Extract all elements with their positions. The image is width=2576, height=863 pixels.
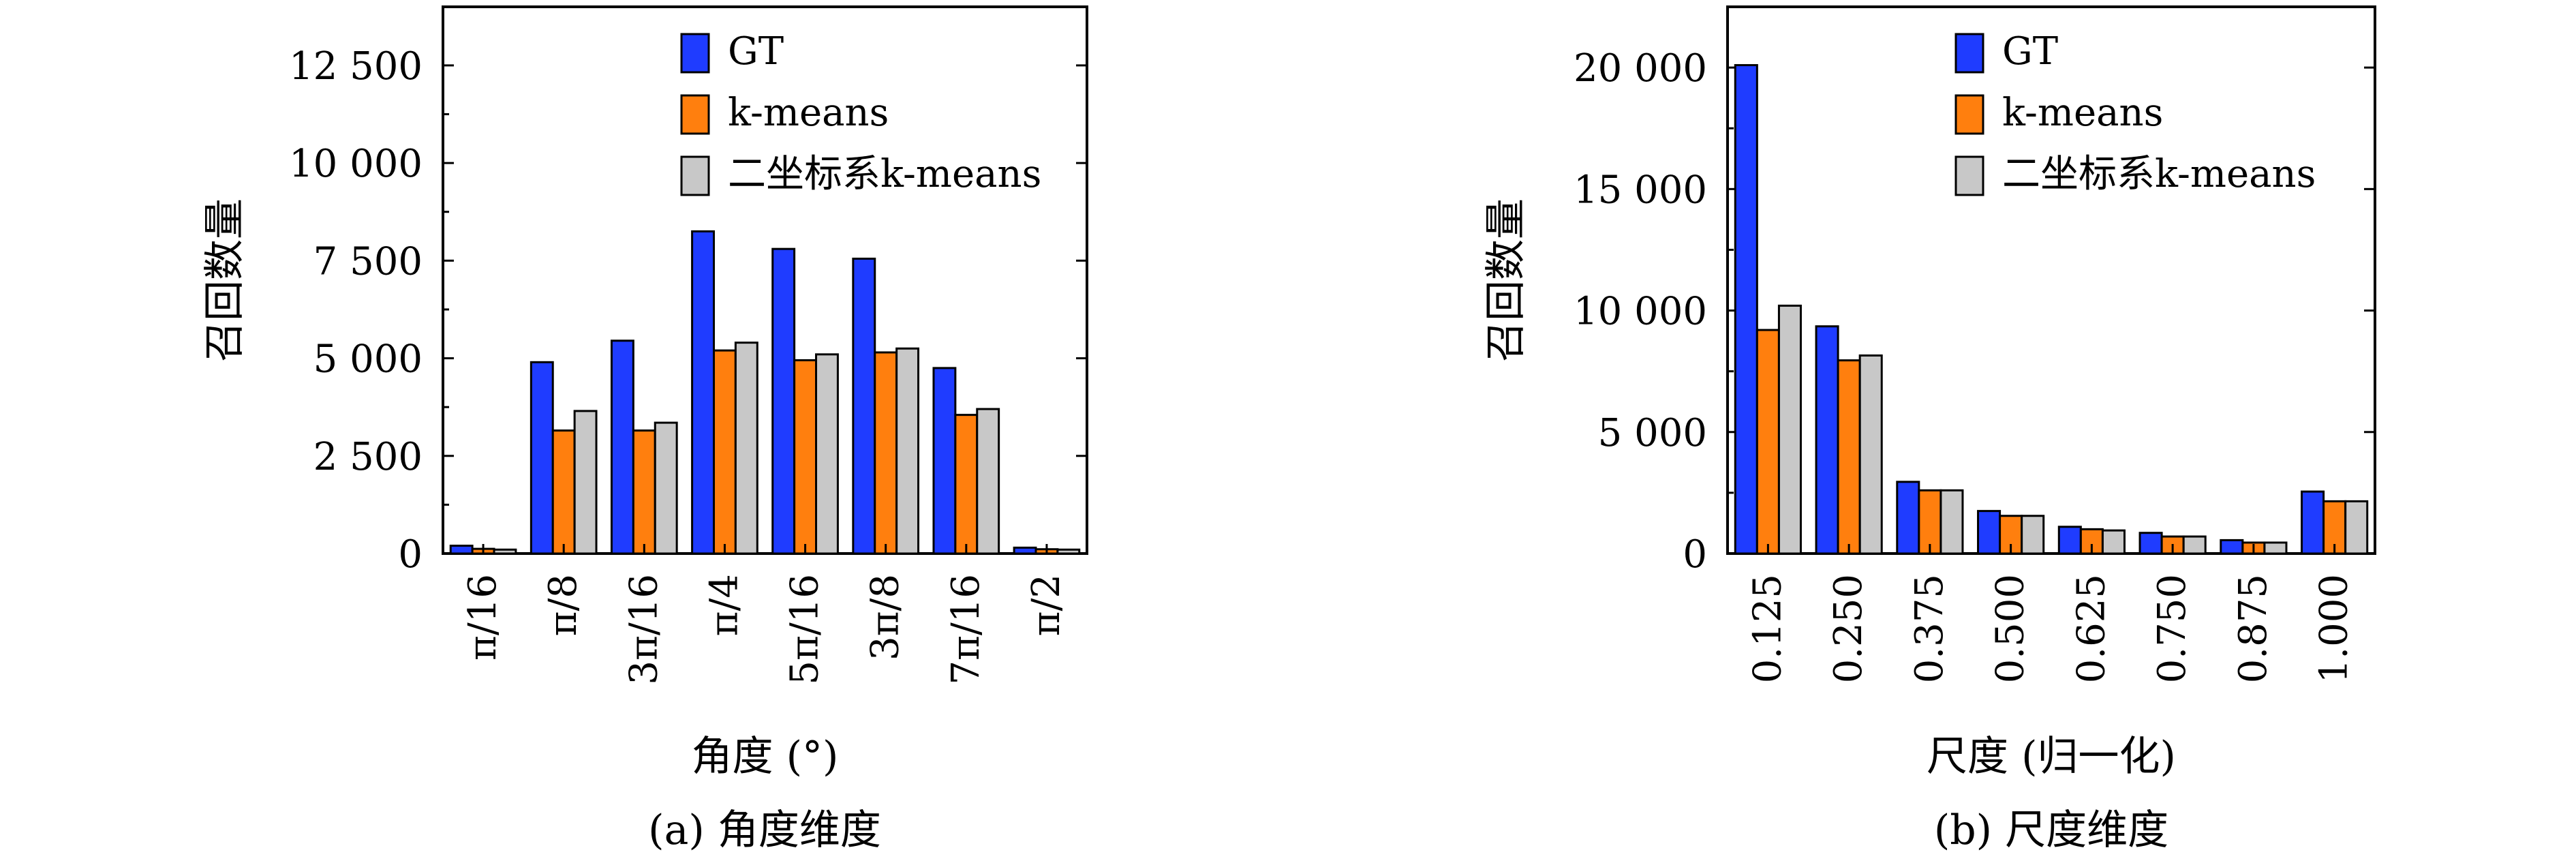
bar-two-coord-kmeans [654, 421, 678, 555]
chart-panel-2: 0 5 000 10 000 15 000 20 000 0.125 0.250 0.375 0… [1482, 5, 2376, 854]
bar-kmeans [874, 351, 898, 555]
y-tick-label: 5 000 [313, 337, 423, 382]
bar-gt [2301, 490, 2325, 555]
bar-gt [691, 230, 715, 555]
x-tick-label: π/8 [541, 574, 585, 636]
bar-two-coord-kmeans [2182, 535, 2207, 555]
bar-two-coord-kmeans [2021, 515, 2045, 555]
y-axis-label: 召回数量 [201, 198, 249, 362]
bar-kmeans [1755, 329, 1780, 555]
y-tick-label: 5 000 [1598, 411, 1707, 455]
x-tick-label: 1.000 [2312, 574, 2357, 683]
y-tick-label: 15 000 [1574, 168, 1707, 212]
bar-gt [2220, 539, 2244, 555]
bar-two-coord-kmeans [2263, 541, 2288, 555]
plot-frame [1726, 5, 2376, 555]
y-tick-label: 7 500 [313, 239, 423, 284]
x-tick-label: 3π/8 [863, 574, 908, 661]
y-tick-label: 2 500 [313, 435, 423, 479]
bar-gt [932, 367, 957, 555]
bar-gt [771, 247, 796, 555]
x-tick-label: π/4 [702, 574, 746, 636]
legend-label: GT [728, 29, 784, 74]
x-tick-label: 0.750 [2150, 574, 2194, 683]
y-tick-label: 0 [1683, 532, 1707, 577]
plot-frame [442, 5, 1088, 555]
x-axis-label: 尺度 (归一化) [1927, 733, 2176, 781]
y-tick-label: 20 000 [1574, 46, 1707, 91]
x-tick-label: 0.500 [1989, 574, 2033, 683]
y-tick-label: 10 000 [289, 142, 423, 186]
legend-swatch [1954, 155, 1984, 196]
legend-swatch [1954, 33, 1984, 74]
bar-kmeans [712, 349, 737, 555]
x-tick-label: 0.250 [1826, 574, 1871, 683]
bar-gt [1977, 510, 2002, 555]
bar-gt [852, 257, 876, 555]
x-tick-label: 0.375 [1907, 574, 1952, 683]
bar-gt [1734, 64, 1758, 555]
x-tick-label: 7π/16 [944, 574, 988, 685]
legend-label: 二坐标系k-means [728, 152, 1041, 196]
bar-gt [530, 361, 554, 555]
bar-kmeans [954, 414, 979, 555]
bar-kmeans [632, 429, 656, 555]
x-tick-label: π/16 [461, 574, 505, 661]
bar-two-coord-kmeans [493, 548, 517, 555]
bar-two-coord-kmeans [573, 410, 598, 555]
x-tick-label: 0.125 [1745, 574, 1790, 683]
bar-two-coord-kmeans [895, 347, 920, 555]
legend-label: k-means [2002, 91, 2163, 135]
x-tick-label: 0.875 [2231, 574, 2275, 683]
figure-caption: (a) 角度维度 [648, 806, 881, 854]
legend-swatch [680, 155, 710, 196]
y-tick-label: 0 [398, 532, 423, 577]
x-tick-label: 3π/16 [622, 574, 666, 685]
bar-gt [1013, 546, 1037, 555]
bar-two-coord-kmeans [2344, 500, 2369, 555]
bar-two-coord-kmeans [1056, 548, 1081, 555]
bar-gt [2138, 532, 2163, 555]
bar-gt [449, 545, 474, 555]
bar-two-coord-kmeans [1858, 354, 1883, 555]
x-axis-label: 角度 (°) [692, 733, 839, 781]
bar-gt [610, 339, 634, 555]
legend-label: 二坐标系k-means [2002, 152, 2316, 196]
chart-panel-1: 0 2 500 5 000 7 500 10 000 12 500 π/16 π/8 3π/16… [201, 5, 1088, 854]
bar-two-coord-kmeans [815, 353, 839, 555]
bar-two-coord-kmeans [1939, 489, 1964, 555]
bar-two-coord-kmeans [1777, 304, 1802, 555]
bar-two-coord-kmeans [976, 408, 1000, 555]
bar-kmeans [793, 359, 818, 555]
legend-swatch [680, 33, 710, 74]
legend-label: GT [2002, 29, 2058, 74]
x-tick-label: 0.625 [2069, 574, 2113, 683]
legend-swatch [680, 94, 710, 135]
bar-gt [2057, 526, 2082, 555]
legend-swatch [1954, 94, 1984, 135]
x-tick-label: π/2 [1024, 574, 1069, 636]
y-tick-label: 12 500 [289, 44, 423, 89]
bar-gt [1896, 481, 1920, 555]
bar-gt [1815, 325, 1839, 555]
x-tick-label: 5π/16 [783, 574, 827, 685]
y-axis-label: 召回数量 [1482, 198, 1530, 362]
bar-kmeans [551, 429, 576, 555]
bar-two-coord-kmeans [2101, 529, 2126, 555]
legend-label: k-means [728, 91, 889, 135]
bar-kmeans [1837, 359, 1861, 555]
bar-two-coord-kmeans [734, 342, 758, 555]
y-tick-label: 10 000 [1574, 290, 1707, 334]
figure-caption: (b) 尺度维度 [1934, 806, 2168, 854]
